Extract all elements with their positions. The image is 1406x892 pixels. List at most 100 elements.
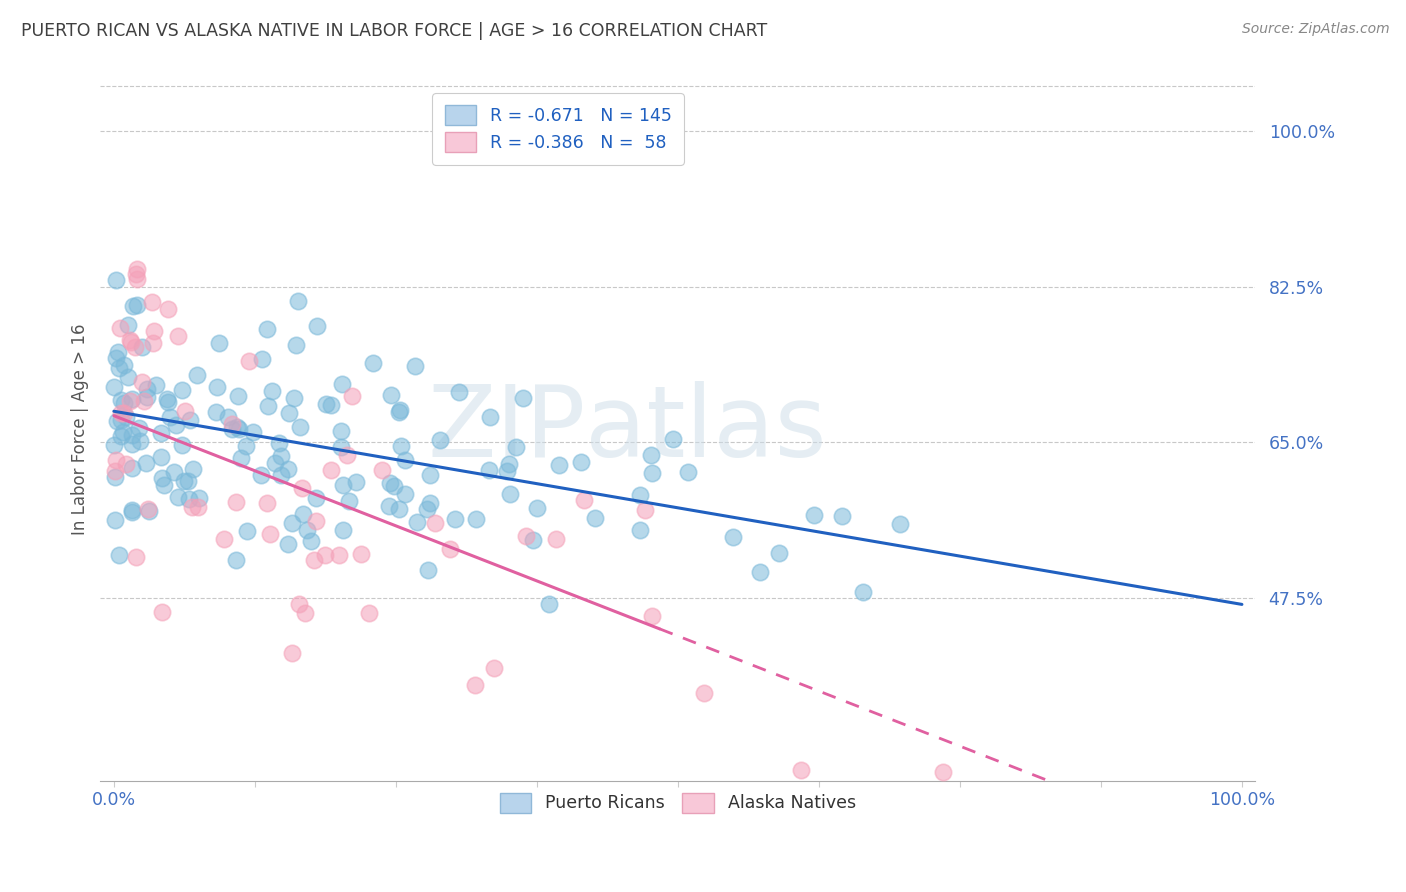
Point — [264, 456, 287, 470]
Point — [104, 351, 127, 365]
Point — [125, 298, 148, 312]
Point — [108, 361, 131, 376]
Point — [112, 405, 135, 419]
Point — [640, 466, 662, 480]
Point — [270, 449, 292, 463]
Point — [692, 686, 714, 700]
Point — [405, 515, 427, 529]
Point — [526, 501, 548, 516]
Point — [166, 490, 188, 504]
Point — [242, 425, 264, 440]
Point — [208, 335, 231, 350]
Legend: Puerto Ricans, Alaska Natives: Puerto Ricans, Alaska Natives — [488, 780, 868, 825]
Point — [256, 495, 278, 509]
Point — [173, 474, 195, 488]
Point — [515, 529, 537, 543]
Point — [228, 422, 250, 436]
Point — [212, 533, 235, 547]
Point — [498, 457, 520, 471]
Point — [337, 494, 360, 508]
Point — [288, 597, 311, 611]
Point — [277, 406, 299, 420]
Point — [350, 547, 373, 561]
Point — [115, 410, 138, 425]
Point — [749, 565, 772, 579]
Point — [118, 333, 141, 347]
Point — [117, 318, 139, 333]
Point — [104, 513, 127, 527]
Point — [114, 458, 136, 472]
Point — [142, 336, 165, 351]
Point — [319, 463, 342, 477]
Point — [336, 448, 359, 462]
Point — [321, 398, 343, 412]
Text: ZIP: ZIP — [427, 381, 585, 477]
Point — [108, 320, 131, 334]
Point — [104, 464, 127, 478]
Point — [141, 294, 163, 309]
Point — [125, 267, 148, 281]
Point — [121, 427, 143, 442]
Point — [153, 478, 176, 492]
Point — [676, 465, 699, 479]
Point — [640, 448, 662, 462]
Point — [159, 409, 181, 424]
Point — [125, 549, 148, 564]
Y-axis label: In Labor Force | Age > 16: In Labor Force | Age > 16 — [72, 323, 89, 535]
Point — [226, 420, 249, 434]
Point — [329, 424, 352, 438]
Point — [283, 391, 305, 405]
Point — [569, 455, 592, 469]
Point — [479, 410, 502, 425]
Point — [187, 500, 209, 514]
Point — [131, 340, 153, 354]
Point — [288, 420, 311, 434]
Point — [630, 523, 652, 537]
Point — [138, 504, 160, 518]
Point — [121, 503, 143, 517]
Point — [129, 434, 152, 449]
Point — [236, 524, 259, 538]
Point — [188, 491, 211, 505]
Point — [107, 344, 129, 359]
Point — [238, 354, 260, 368]
Point — [277, 461, 299, 475]
Point — [380, 388, 402, 402]
Point — [165, 417, 187, 432]
Point — [257, 399, 280, 413]
Point — [105, 414, 128, 428]
Point — [270, 467, 292, 482]
Point — [889, 516, 911, 531]
Point — [394, 453, 416, 467]
Point — [330, 441, 353, 455]
Point — [522, 533, 544, 547]
Point — [121, 437, 143, 451]
Point — [572, 492, 595, 507]
Point — [179, 413, 201, 427]
Point — [790, 763, 813, 777]
Point — [205, 380, 228, 394]
Point — [803, 508, 825, 522]
Point — [121, 460, 143, 475]
Point — [465, 512, 488, 526]
Point — [177, 474, 200, 488]
Point — [482, 661, 505, 675]
Point — [112, 425, 135, 439]
Point — [357, 606, 380, 620]
Point — [136, 502, 159, 516]
Point — [464, 678, 486, 692]
Point — [149, 425, 172, 440]
Point — [117, 370, 139, 384]
Text: Source: ZipAtlas.com: Source: ZipAtlas.com — [1241, 22, 1389, 37]
Point — [235, 439, 257, 453]
Point — [361, 356, 384, 370]
Point — [186, 368, 208, 382]
Point — [439, 541, 461, 556]
Point — [128, 421, 150, 435]
Point — [110, 406, 132, 420]
Point — [371, 463, 394, 477]
Point — [120, 335, 142, 350]
Point — [250, 351, 273, 366]
Point — [205, 405, 228, 419]
Point — [260, 384, 283, 398]
